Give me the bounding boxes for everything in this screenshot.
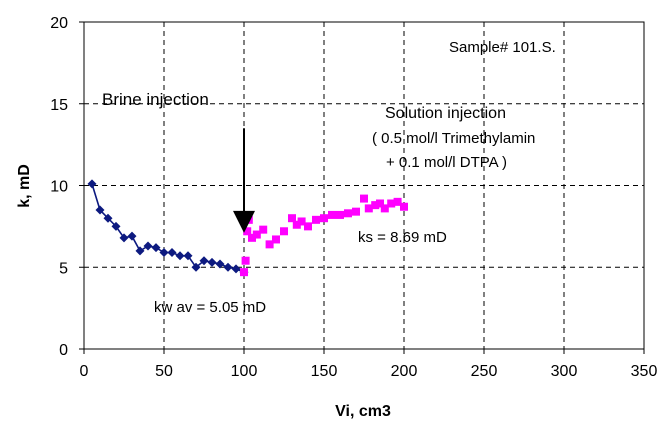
- y-tick-label: 10: [50, 179, 68, 196]
- series-2-point: [387, 199, 396, 208]
- y-tick-label: 5: [59, 260, 68, 277]
- series-2-point: [272, 235, 280, 244]
- series-1-point: [207, 257, 217, 267]
- series-1-point: [231, 264, 241, 274]
- series-1-point: [127, 231, 137, 241]
- y-tick-label: 0: [59, 342, 68, 359]
- x-tick-label: 350: [631, 363, 658, 380]
- series-2-point: [280, 227, 288, 236]
- series-1-point: [159, 248, 169, 258]
- series-2-point: [352, 207, 360, 216]
- series-markers: [87, 179, 408, 277]
- series-1-point: [191, 262, 201, 272]
- series-2-point: [288, 214, 296, 223]
- series-2-point: [240, 268, 248, 277]
- series-2-point: [393, 197, 402, 206]
- series-2-point: [297, 217, 306, 226]
- annotation-ks: ks = 8.69 mD: [358, 229, 447, 246]
- arrow-head: [233, 210, 255, 233]
- series-2-point: [243, 227, 252, 236]
- series-2-point: [241, 256, 250, 265]
- series-2-point: [265, 240, 274, 249]
- series-2-point: [376, 199, 384, 208]
- series-2-point: [312, 215, 320, 224]
- x-tick-label: 50: [155, 363, 173, 380]
- series-1-point: [175, 251, 185, 261]
- series-2-point: [380, 204, 389, 213]
- annotation-solution-composition-1: ( 0.5 mol/l Trimethylamin: [372, 130, 535, 147]
- series-1-point: [95, 205, 105, 215]
- series-2-point: [252, 230, 261, 239]
- annotation-solution-injection: Solution injection: [385, 105, 506, 122]
- x-tick-label: 250: [471, 363, 498, 380]
- series-2-point: [360, 194, 368, 203]
- series-1-point: [135, 246, 145, 256]
- series-2-point: [364, 204, 373, 213]
- series-1-point: [87, 179, 97, 189]
- x-axis-title: Vi, cm3: [335, 403, 391, 420]
- y-axis-title: k, mD: [16, 164, 33, 208]
- series-1-point: [143, 241, 153, 251]
- series-1-point: [215, 259, 225, 269]
- series-2-point: [248, 233, 256, 242]
- injection-arrow: [233, 128, 255, 233]
- annotation-solution-composition-2: + 0.1 mol/l DTPA ): [386, 154, 507, 171]
- annotation-kw: kw av = 5.05 mD: [154, 299, 266, 316]
- y-tick-label: 15: [50, 97, 68, 114]
- annotation-brine-injection: Brine injection: [102, 90, 209, 109]
- annotation-sample: Sample# 101.S.: [449, 39, 556, 56]
- x-tick-label: 150: [311, 363, 338, 380]
- series-1-point: [103, 213, 113, 223]
- x-tick-label: 300: [551, 363, 578, 380]
- axis-ticks: 0 50 100 150 200 250 300 350 0 5 10 15 20: [50, 15, 657, 380]
- series-2-point: [328, 210, 336, 219]
- series-2-point: [344, 209, 352, 218]
- series-1-point: [183, 251, 193, 261]
- x-tick-label: 100: [231, 363, 258, 380]
- x-tick-label: 200: [391, 363, 418, 380]
- series-1-point: [111, 221, 121, 231]
- series-2-point: [304, 222, 312, 231]
- series-2-point: [336, 210, 344, 219]
- x-tick-label: 0: [80, 363, 89, 380]
- series-1-point: [223, 262, 233, 272]
- series-1-point: [119, 233, 129, 243]
- series-2-point: [400, 202, 408, 211]
- series-1-point: [167, 248, 177, 258]
- y-tick-label: 20: [50, 15, 68, 32]
- series-2-point: [320, 214, 328, 223]
- series-1-point: [199, 256, 209, 266]
- series-2-point: [292, 220, 301, 229]
- series-2-point: [371, 201, 380, 210]
- series-2-point: [259, 225, 268, 234]
- gridlines: [84, 22, 644, 349]
- series-1-point: [151, 243, 161, 253]
